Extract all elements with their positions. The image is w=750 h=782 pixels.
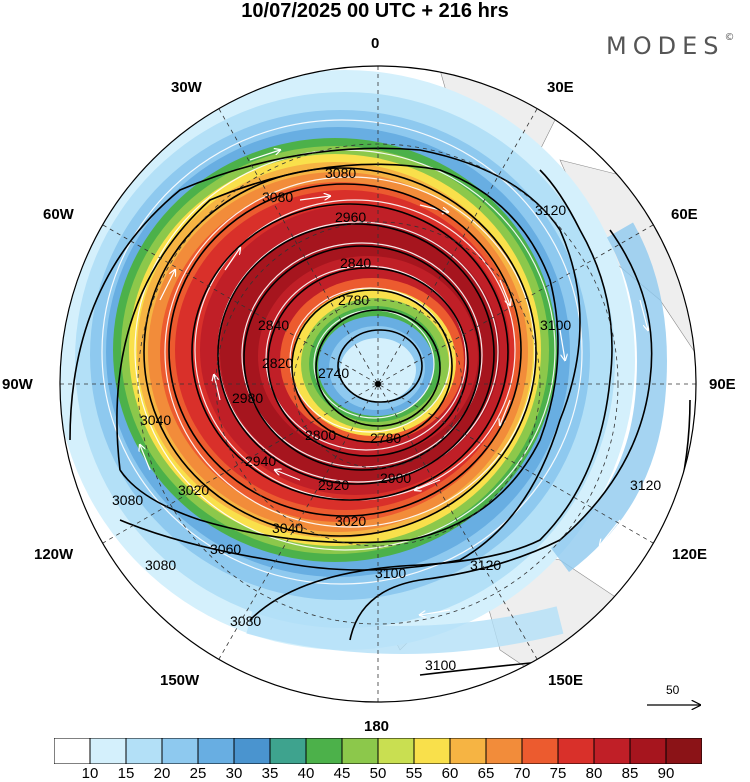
lon-label-90w: 90W <box>2 376 33 393</box>
colorbar-tick-label: 70 <box>513 765 531 782</box>
contour-label: 3080 <box>145 557 176 573</box>
colorbar-cell <box>54 738 91 764</box>
colorbar-cell <box>305 738 343 764</box>
modes-logo: MODES© <box>606 32 734 60</box>
lon-label-30e: 30E <box>547 79 574 96</box>
colorbar-tick-label: 30 <box>225 765 243 782</box>
contour-label: 3080 <box>262 189 293 205</box>
colorbar <box>54 738 702 764</box>
contour-label: 2780 <box>338 292 369 308</box>
wind-arrows <box>140 150 648 615</box>
colorbar-tick-label: 45 <box>333 765 351 782</box>
colorbar-cell <box>449 738 487 764</box>
colorbar-cell <box>665 738 702 764</box>
colorbar-tick-label: 85 <box>621 765 639 782</box>
lon-label-180: 180 <box>364 718 390 735</box>
contour-label: 3080 <box>230 613 261 629</box>
wind-streamlines <box>101 119 583 585</box>
contour-label: 2840 <box>340 255 371 271</box>
map-boundary <box>59 65 697 703</box>
contour-label: 3120 <box>535 202 566 218</box>
colorbar-cell <box>413 738 451 764</box>
colorbar-tick-label: 50 <box>369 765 387 782</box>
contour-label: 3020 <box>178 482 209 498</box>
colorbar-cell <box>197 738 235 764</box>
contour-label: 2940 <box>245 453 276 469</box>
colorbar-cell <box>593 738 631 764</box>
colorbar-tick-label: 90 <box>657 765 675 782</box>
colorbar-tick-label: 55 <box>405 765 423 782</box>
lon-label-60w: 60W <box>43 206 74 223</box>
contour-label: 3080 <box>325 165 356 181</box>
colorbar-tick-label: 15 <box>117 765 135 782</box>
lon-label-120e: 120E <box>672 546 708 563</box>
contour-label: 3040 <box>140 412 171 428</box>
colorbar-tick-label: 65 <box>477 765 495 782</box>
contour-label: 2800 <box>305 427 336 443</box>
colorbar-tick-label: 20 <box>153 765 171 782</box>
lat-lon-grid <box>60 66 696 702</box>
lon-label-150w: 150W <box>160 672 200 689</box>
pole-marker <box>375 381 381 387</box>
colorbar-tick-label: 35 <box>261 765 279 782</box>
contour-label: 2920 <box>318 477 349 493</box>
contour-label-group: 3080 3080 2960 2840 2840 2780 2740 2820 … <box>112 165 661 673</box>
colorbar-cell <box>161 738 199 764</box>
contour-label: 2980 <box>232 390 263 406</box>
copyright-mark: © <box>724 32 735 43</box>
colorbar-cell <box>233 738 271 764</box>
contour-label: 3080 <box>112 492 143 508</box>
contour-label: 3120 <box>470 557 501 573</box>
contour-label: 3020 <box>335 513 366 529</box>
reference-vector-label: 50 <box>666 683 680 697</box>
contour-label: 2900 <box>380 470 411 486</box>
contour-label: 3100 <box>375 565 406 581</box>
contour-label: 2780 <box>370 430 401 446</box>
colorbar-cell <box>557 738 595 764</box>
contour-label: 2740 <box>318 365 349 381</box>
lon-label-60e: 60E <box>671 206 698 223</box>
contour-label: 2960 <box>335 209 366 225</box>
colorbar-cell <box>269 738 307 764</box>
lon-label-90e: 90E <box>709 376 736 393</box>
lon-label-30w: 30W <box>171 79 202 96</box>
colorbar-cell <box>341 738 379 764</box>
lon-label-0: 0 <box>371 35 380 52</box>
colorbar-tick-label: 25 <box>189 765 207 782</box>
logo-text: MODES <box>606 32 725 60</box>
colorbar-cell <box>521 738 559 764</box>
colorbar-cell <box>125 738 163 764</box>
contour-label: 2840 <box>258 317 289 333</box>
speed-bands <box>60 70 635 650</box>
height-contours <box>69 147 691 676</box>
colorbar-tick-label: 60 <box>441 765 459 782</box>
contour-label: 3040 <box>272 520 303 536</box>
colorbar-cell <box>89 738 127 764</box>
colorbar-cell <box>485 738 523 764</box>
colorbar-cell <box>377 738 415 764</box>
colorbar-cell <box>629 738 667 764</box>
contour-label: 3120 <box>630 477 661 493</box>
colorbar-tick-label: 40 <box>297 765 315 782</box>
contour-label: 3060 <box>210 541 241 557</box>
lon-label-120w: 120W <box>34 546 74 563</box>
map-title: 10/07/2025 00 UTC + 216 hrs <box>241 0 509 22</box>
contour-label: 3100 <box>425 657 456 673</box>
colorbar-tick-label: 80 <box>585 765 603 782</box>
colorbar-tick-label: 75 <box>549 765 567 782</box>
lon-label-150e: 150E <box>548 672 584 689</box>
contour-label: 2820 <box>262 355 293 371</box>
contour-label: 3100 <box>540 317 571 333</box>
wind-speed-field: 3080 3080 2960 2840 2840 2780 2740 2820 … <box>60 66 696 702</box>
colorbar-tick-label: 10 <box>81 765 99 782</box>
